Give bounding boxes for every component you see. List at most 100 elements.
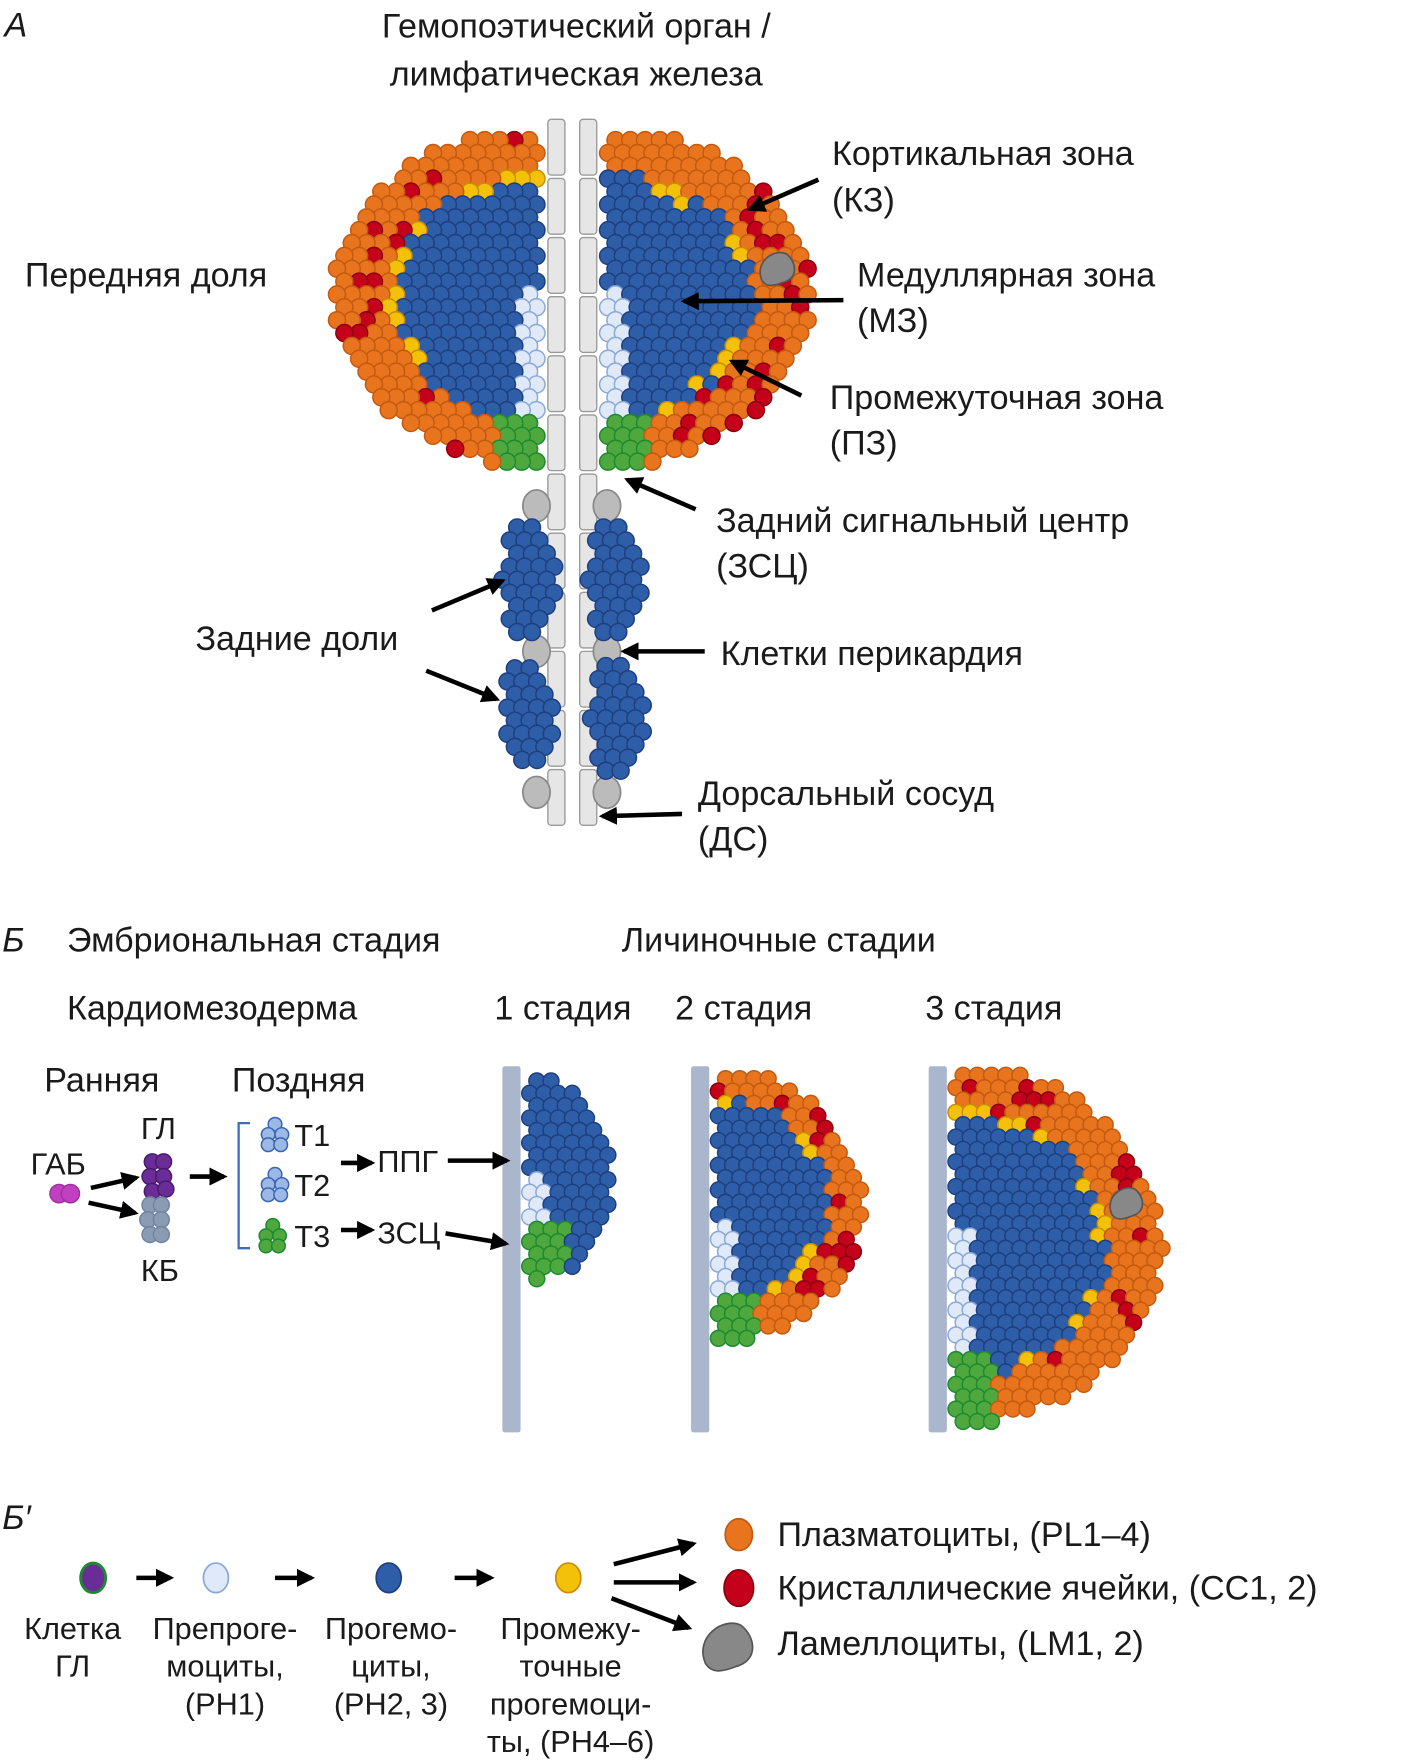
cell-orange [482, 452, 502, 471]
label-posterior-lobes: Задние доли [195, 620, 398, 658]
cell-orange [823, 1280, 841, 1298]
lineage-label-line: ты, (PH4–6) [487, 1724, 654, 1759]
label-zsc: ЗСЦ [377, 1216, 440, 1251]
gl-cell [157, 1180, 175, 1198]
dorsal-vessel-segment [578, 236, 598, 294]
label-medullary-zone: Медуллярная зона [857, 256, 1155, 294]
lineage-label-line: Промежу- [500, 1611, 640, 1646]
kb-cell [152, 1225, 171, 1244]
gl-cell-icon [79, 1561, 108, 1595]
label-dorsal-vessel: Дорсальный сосуд [698, 775, 994, 813]
lineage-label-line: циты, [351, 1649, 430, 1684]
dorsal-vessel-segment [578, 355, 598, 413]
outcome-plasmatocytes: Плазматоциты, (PL1–4) [777, 1516, 1150, 1554]
cell-orange [1103, 1350, 1121, 1369]
dorsal-vessel-segment [547, 355, 566, 413]
lineage-arrows [136, 1538, 697, 1632]
lamellocyte [1109, 1187, 1144, 1220]
cell-green [982, 1412, 1001, 1431]
cell-red [746, 400, 766, 420]
cell-blue [611, 761, 630, 780]
crystal-cell-icon [723, 1569, 755, 1608]
label-cortical-zone: Кортикальная зона [832, 135, 1134, 173]
pericardial-cell [592, 489, 622, 523]
cell-blue [522, 622, 542, 642]
arrow-to-lamellocyte [610, 1596, 693, 1632]
cell-orange [643, 452, 662, 471]
label-stage-3: 3 стадия [925, 990, 1062, 1028]
arrow-to-plasmatocyte [613, 1538, 697, 1567]
lineage-label-line: (PH2, 3) [334, 1686, 448, 1721]
pericardial-cell [521, 489, 551, 523]
t-cell [260, 1137, 276, 1153]
label-t3: Т3 [294, 1219, 330, 1254]
t-cell [273, 1187, 289, 1203]
t-cell [270, 1238, 286, 1254]
label-psc: Задний сигнальный центр [716, 502, 1129, 540]
dorsal-vessel-segment [578, 414, 598, 472]
label-stage-1: 1 стадия [494, 990, 631, 1028]
dorsal-vessel-segment [578, 296, 598, 354]
t-cell [265, 1217, 281, 1234]
dorsal-vessel-segment [578, 177, 598, 235]
dorsal-vessel-bar [691, 1066, 710, 1433]
lineage-label-line: Прогемо- [325, 1611, 457, 1646]
outcome-crystal-cells: Кристаллические ячейки, (CC1, 2) [777, 1569, 1317, 1607]
lineage-label-line: Препроге- [153, 1611, 298, 1646]
label-t1: Т1 [294, 1118, 330, 1153]
outcome-lamellocytes: Ламеллоциты, (LM1, 2) [777, 1625, 1143, 1663]
label-intermediate-zone-abbr: (ПЗ) [830, 425, 898, 463]
dorsal-vessel-segment [547, 296, 566, 354]
t-cell [258, 1238, 274, 1254]
panel-a-arrows [425, 177, 844, 825]
lamellocyte [759, 251, 796, 287]
label-cardiomesoderm: Кардиомезодерма [67, 990, 357, 1028]
pericardial-cell [521, 775, 551, 810]
label-t2: Т2 [294, 1168, 330, 1203]
gl-cell [154, 1153, 173, 1171]
panel-b2-letter: Б′ [2, 1499, 32, 1537]
t-cell [267, 1166, 283, 1182]
lineage-label-line: моциты, [166, 1649, 284, 1684]
preprogenitor-icon [202, 1562, 230, 1594]
label-gl: ГЛ [141, 1111, 176, 1146]
label-larval: Личиночные стадии [622, 921, 936, 959]
dorsal-vessel-bar [502, 1066, 521, 1433]
bracket [237, 1121, 251, 1250]
cell-orange [1053, 1387, 1072, 1406]
cell-orange [1075, 1375, 1093, 1394]
label-stage-2: 2 стадия [675, 990, 812, 1028]
arrow-cortical [746, 177, 820, 212]
label-cortical-zone-abbr: (КЗ) [832, 181, 895, 219]
arrow-posterior-1 [431, 578, 506, 613]
pericardial-cell [592, 775, 622, 810]
plasmatocyte-icon [724, 1517, 754, 1552]
label-early: Ранняя [44, 1061, 159, 1099]
intermediate-progenitor-icon [554, 1562, 582, 1594]
panel-a-letter: А [2, 6, 27, 44]
cell-red [702, 426, 721, 446]
arrow-posterior-2 [425, 668, 501, 703]
title-line-1: Гемопоэтический орган / [382, 8, 771, 46]
dorsal-vessel-segment [547, 236, 566, 294]
arrow-intermediate [728, 359, 803, 398]
label-ppg: ППГ [377, 1144, 438, 1179]
cell-orange [1018, 1400, 1036, 1418]
label-embryonic: Эмбриональная стадия [67, 921, 440, 959]
label-late: Поздняя [232, 1061, 366, 1099]
gab-cell [60, 1183, 81, 1204]
arrow-psc [624, 477, 697, 512]
cell-green [528, 1270, 546, 1288]
lineage-row [79, 1517, 755, 1672]
dorsal-vessel-segment [578, 118, 598, 176]
label-dorsal-vessel-abbr: (ДС) [698, 820, 768, 858]
panel-b-arrows [88, 1121, 511, 1251]
cell-orange [379, 400, 398, 420]
lineage-label-line: (PH1) [185, 1686, 265, 1721]
cell-green [738, 1329, 756, 1348]
t-cell [267, 1116, 283, 1132]
cell-blue [609, 622, 628, 642]
arrow-zsc-stage1 [445, 1231, 510, 1251]
